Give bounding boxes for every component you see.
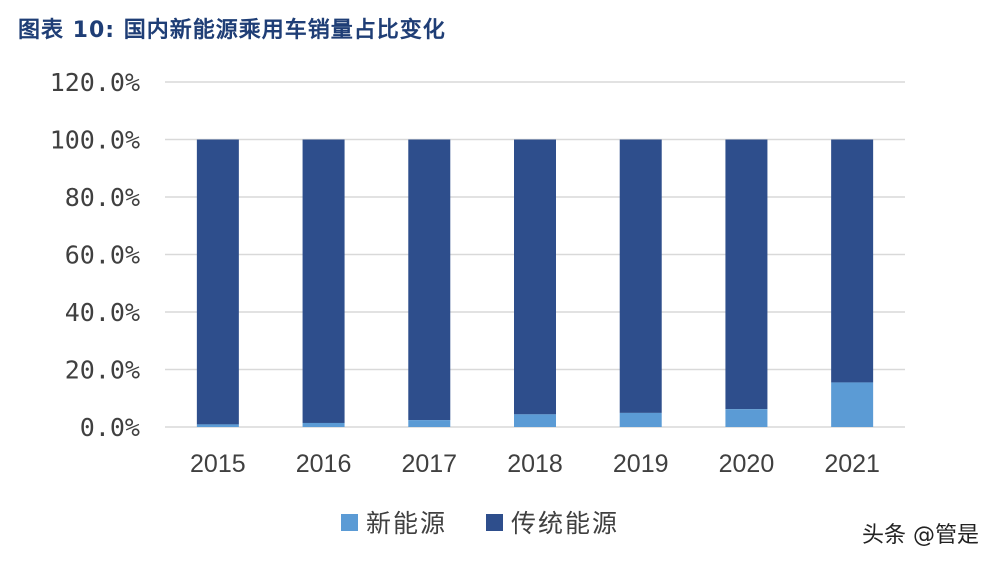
y-tick-label: 80.0% <box>65 183 140 212</box>
bar-new-energy-2017 <box>408 420 451 427</box>
bar-new-energy-2021 <box>831 382 874 427</box>
x-tick-label: 2019 <box>613 450 669 478</box>
y-tick-label: 40.0% <box>65 298 140 327</box>
legend-swatch-traditional <box>486 514 503 531</box>
bar-new-energy-2015 <box>196 424 239 427</box>
x-tick-label: 2017 <box>401 450 457 478</box>
y-tick-label: 60.0% <box>65 241 140 270</box>
x-tick-label: 2018 <box>507 450 563 478</box>
bar-traditional-2018 <box>514 139 556 415</box>
bar-traditional-2017 <box>408 139 451 421</box>
bar-new-energy-2019 <box>619 412 662 427</box>
bar-new-energy-2020 <box>725 409 768 427</box>
legend-swatch-new-energy <box>341 514 358 531</box>
bar-new-energy-2016 <box>302 422 345 427</box>
y-tick-label: 0.0% <box>80 413 140 442</box>
chart-title: 图表 10: 国内新能源乘用车销量占比变化 <box>18 18 446 43</box>
x-tick-label: 2015 <box>190 450 246 478</box>
x-tick-label: 2020 <box>719 450 775 478</box>
y-tick-label: 20.0% <box>65 356 140 385</box>
y-tick-label: 120.0% <box>50 68 140 97</box>
y-tick-label: 100.0% <box>50 126 140 155</box>
bar-new-energy-2018 <box>514 414 556 427</box>
bar-traditional-2021 <box>831 139 874 383</box>
legend-label-new-energy: 新能源 <box>366 509 447 538</box>
bar-traditional-2019 <box>619 139 662 413</box>
x-tick-label: 2016 <box>296 450 352 478</box>
bar-traditional-2015 <box>196 139 239 425</box>
bar-traditional-2020 <box>725 139 768 410</box>
legend-label-traditional: 传统能源 <box>511 509 619 538</box>
watermark: 头条 @管是 <box>862 523 979 548</box>
x-tick-label: 2021 <box>824 450 880 478</box>
bar-traditional-2016 <box>302 139 345 423</box>
